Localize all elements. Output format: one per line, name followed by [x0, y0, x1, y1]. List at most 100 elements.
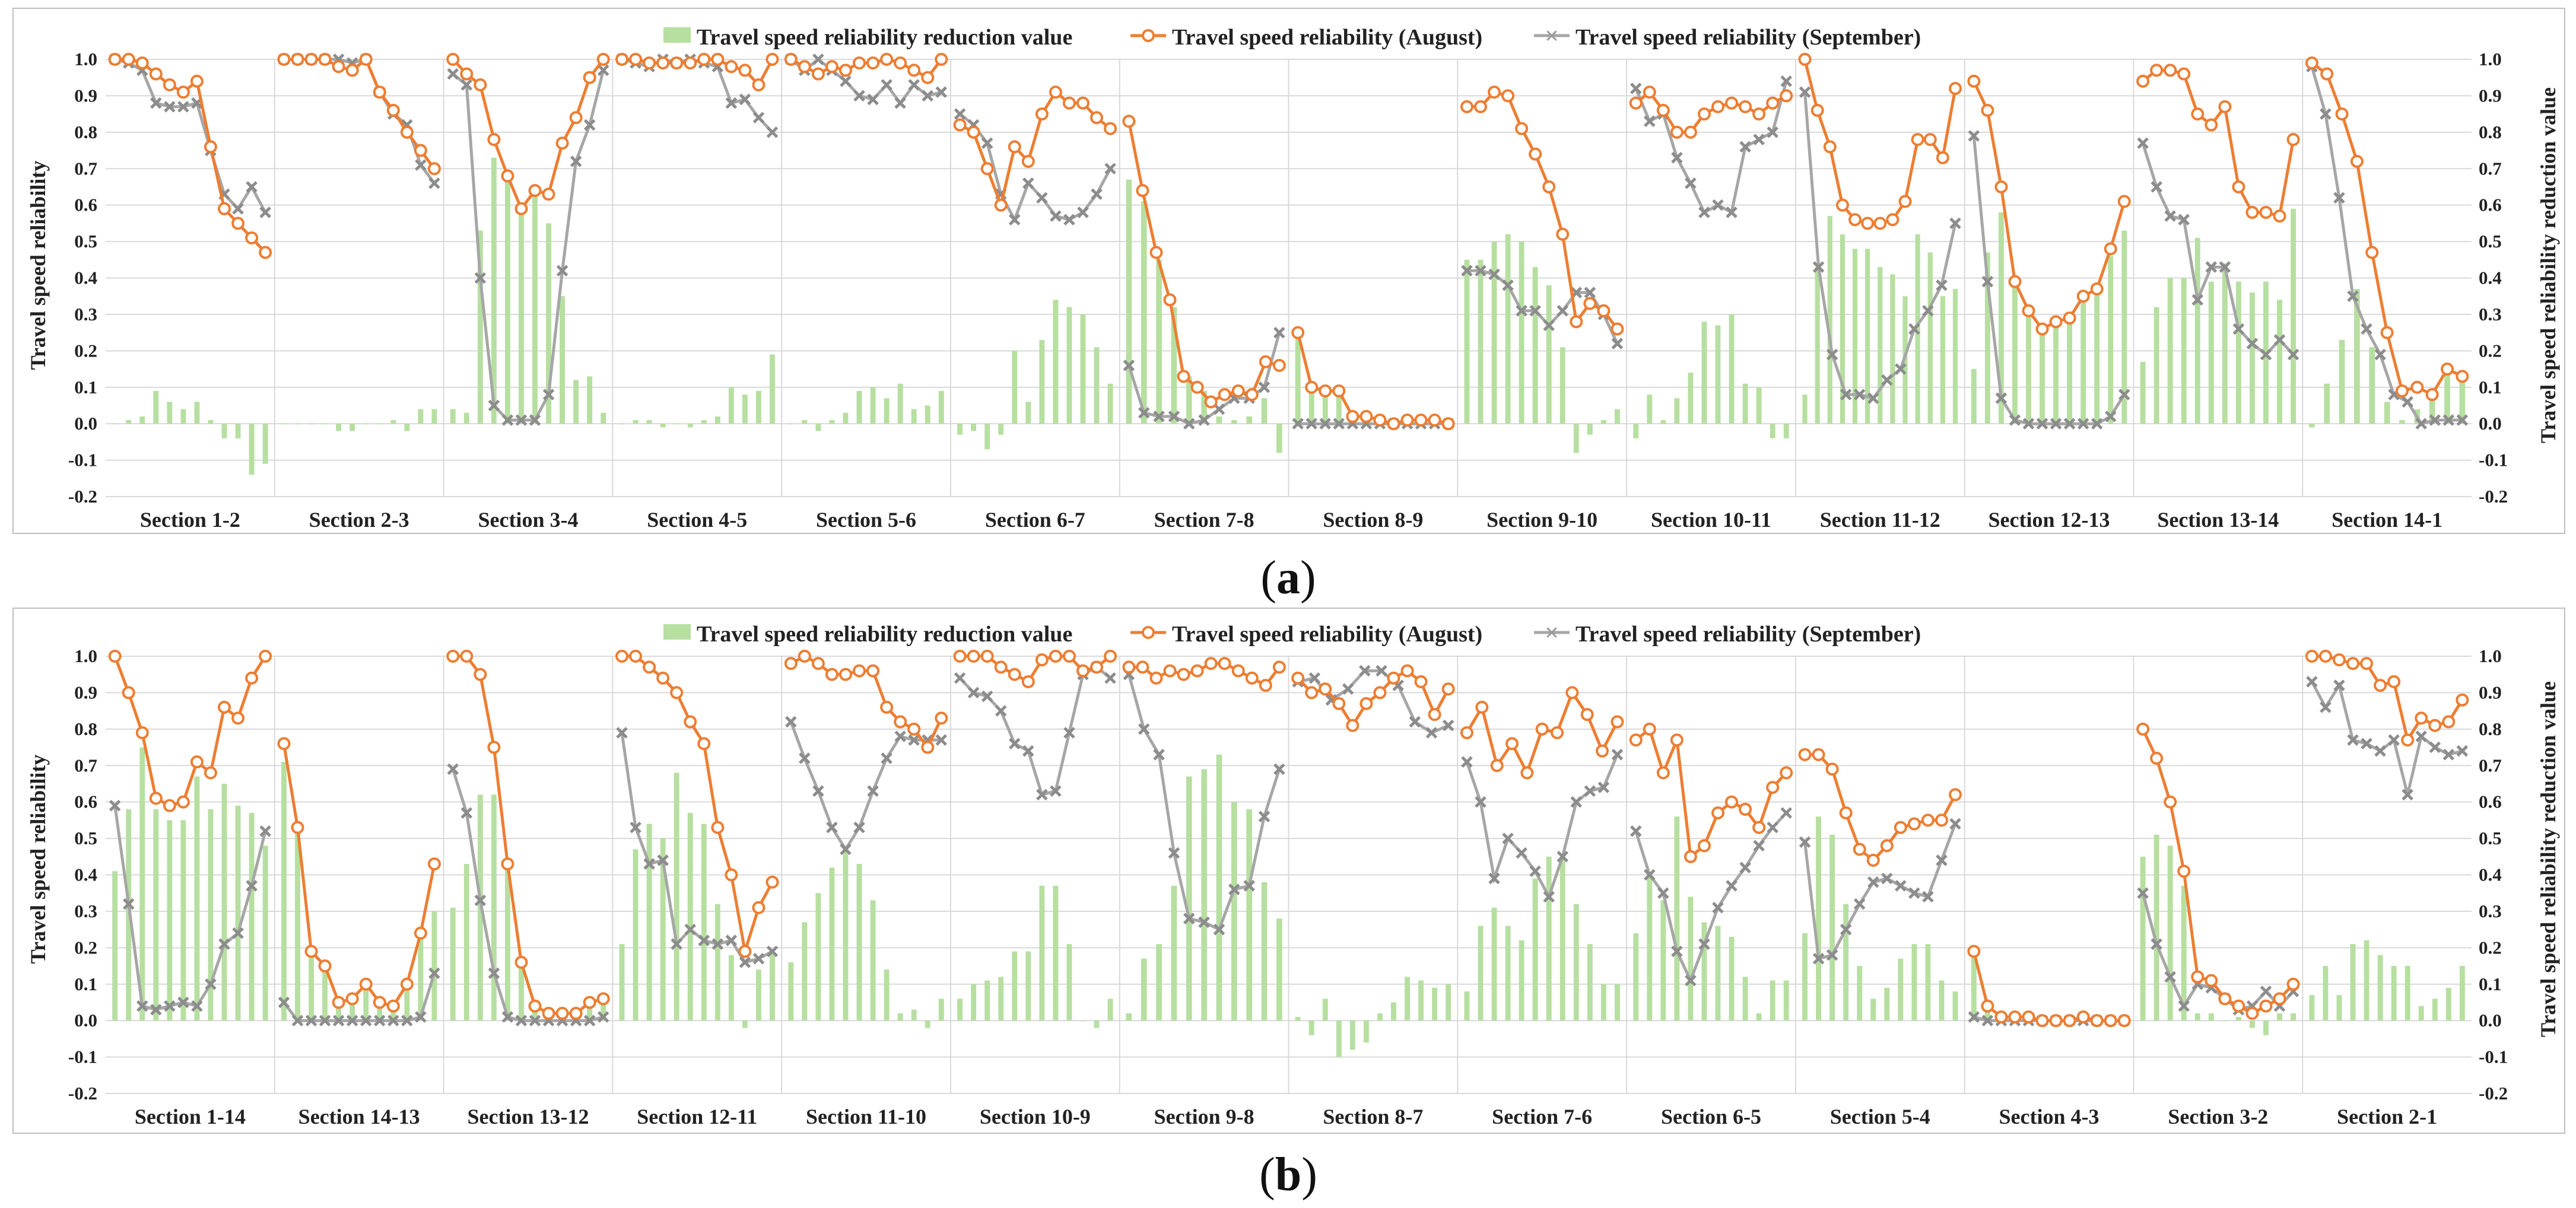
y-tick-label-left: -0.2	[68, 486, 97, 507]
august-point	[176, 795, 190, 809]
september-point	[2429, 414, 2441, 426]
september-point	[1611, 749, 1624, 761]
september-point	[1359, 665, 1371, 677]
september-point	[1488, 872, 1500, 885]
august-point	[1656, 766, 1670, 780]
reduction-bar	[1053, 300, 1059, 424]
reduction-bar	[1349, 1021, 1355, 1050]
reduction-bar	[139, 747, 145, 1021]
september-point	[1050, 785, 1062, 797]
september-point	[1475, 796, 1486, 808]
reduction-bar	[742, 1021, 748, 1028]
reduction-bar	[1843, 904, 1849, 1021]
category-label: Section 8-7	[1323, 1105, 1423, 1128]
august-point	[2273, 209, 2286, 223]
reduction-bar	[1927, 252, 1933, 424]
reduction-bar	[1039, 885, 1045, 1021]
august-point	[2380, 326, 2394, 339]
category-label: Section 3-4	[478, 508, 578, 532]
september-point	[205, 978, 217, 990]
august-point	[711, 53, 725, 66]
reduction-bar	[1742, 977, 1748, 1021]
september-point	[1584, 287, 1596, 298]
reduction-bar	[1898, 958, 1904, 1021]
august-point	[2425, 388, 2439, 402]
reduction-bar	[870, 900, 876, 1021]
panel-b-bars	[112, 747, 2465, 1057]
august-point	[1711, 806, 1724, 820]
september-point	[1812, 952, 1825, 965]
reduction-bar	[221, 424, 227, 438]
reduction-bar	[2140, 361, 2146, 424]
panel-b-lines	[108, 650, 2469, 1028]
reduction-bar	[2291, 208, 2296, 424]
august-point	[291, 53, 304, 66]
reduction-bar	[911, 409, 917, 424]
reduction-bar	[2026, 310, 2031, 424]
august-point	[994, 660, 1008, 674]
august-point	[1823, 140, 1837, 154]
august-point	[1994, 1010, 2008, 1024]
reduction-bar	[1827, 216, 1832, 424]
reduction-bar	[194, 402, 200, 424]
reduction-bar	[1446, 984, 1451, 1021]
september-point	[752, 952, 765, 965]
reduction-bar	[1418, 980, 1424, 1021]
august-point	[866, 664, 880, 678]
reduction-bar	[1815, 267, 1820, 424]
august-point	[1936, 151, 1949, 164]
september-point	[630, 821, 641, 834]
reduction-bar	[687, 813, 693, 1021]
august-point	[1104, 650, 1117, 663]
august-point	[738, 945, 752, 958]
reduction-bar	[1587, 944, 1593, 1021]
august-point	[400, 977, 414, 991]
reduction-bar	[2094, 288, 2100, 424]
august-point	[135, 726, 149, 739]
august-point	[1177, 370, 1190, 383]
category-label: Section 1-14	[135, 1105, 246, 1128]
reduction-bar	[984, 424, 990, 450]
august-point	[1177, 667, 1190, 681]
reduction-bar	[1783, 980, 1789, 1021]
august-point	[1529, 147, 1542, 161]
y-tick-label-right: 0.2	[2479, 340, 2502, 361]
august-point	[359, 977, 373, 991]
august-point	[2164, 63, 2177, 77]
reduction-bar	[998, 424, 1004, 435]
reduction-bar	[1915, 234, 1920, 424]
reduction-bar	[2350, 944, 2356, 1021]
september-point	[232, 203, 244, 215]
panel-b-ylabel-right: Travel speed reliability reduction value	[2536, 681, 2560, 1037]
august-point	[2090, 282, 2104, 295]
september-point	[1630, 82, 1642, 94]
september-point	[2374, 745, 2386, 757]
september-point	[291, 1015, 304, 1026]
reduction-bar	[2384, 402, 2390, 424]
august-point	[2136, 722, 2150, 736]
august-point	[738, 63, 752, 77]
september-point	[840, 843, 852, 856]
reduction-bar	[2309, 424, 2315, 428]
august-point	[1583, 297, 1597, 310]
reduction-bar	[1216, 754, 1222, 1021]
september-point	[766, 945, 779, 958]
august-point	[798, 650, 811, 663]
september-point	[1138, 723, 1150, 735]
reduction-bar	[1336, 390, 1342, 424]
reduction-bar	[1688, 897, 1694, 1021]
august-point	[259, 246, 272, 259]
august-point	[1611, 322, 1624, 336]
september-point	[1292, 418, 1304, 430]
reduction-bar	[167, 402, 173, 424]
reduction-bar	[1025, 402, 1031, 424]
reduction-bar	[633, 420, 639, 424]
september-point	[556, 265, 568, 276]
september-point	[1306, 418, 1317, 430]
legend-september-label: Travel speed reliability (September)	[1576, 622, 1921, 647]
september-point	[1867, 876, 1879, 888]
september-point	[1063, 214, 1075, 226]
legend-reduction-label: Travel speed reliability reduction value	[697, 622, 1072, 647]
august-point	[204, 140, 217, 154]
august-point	[1505, 737, 1519, 751]
